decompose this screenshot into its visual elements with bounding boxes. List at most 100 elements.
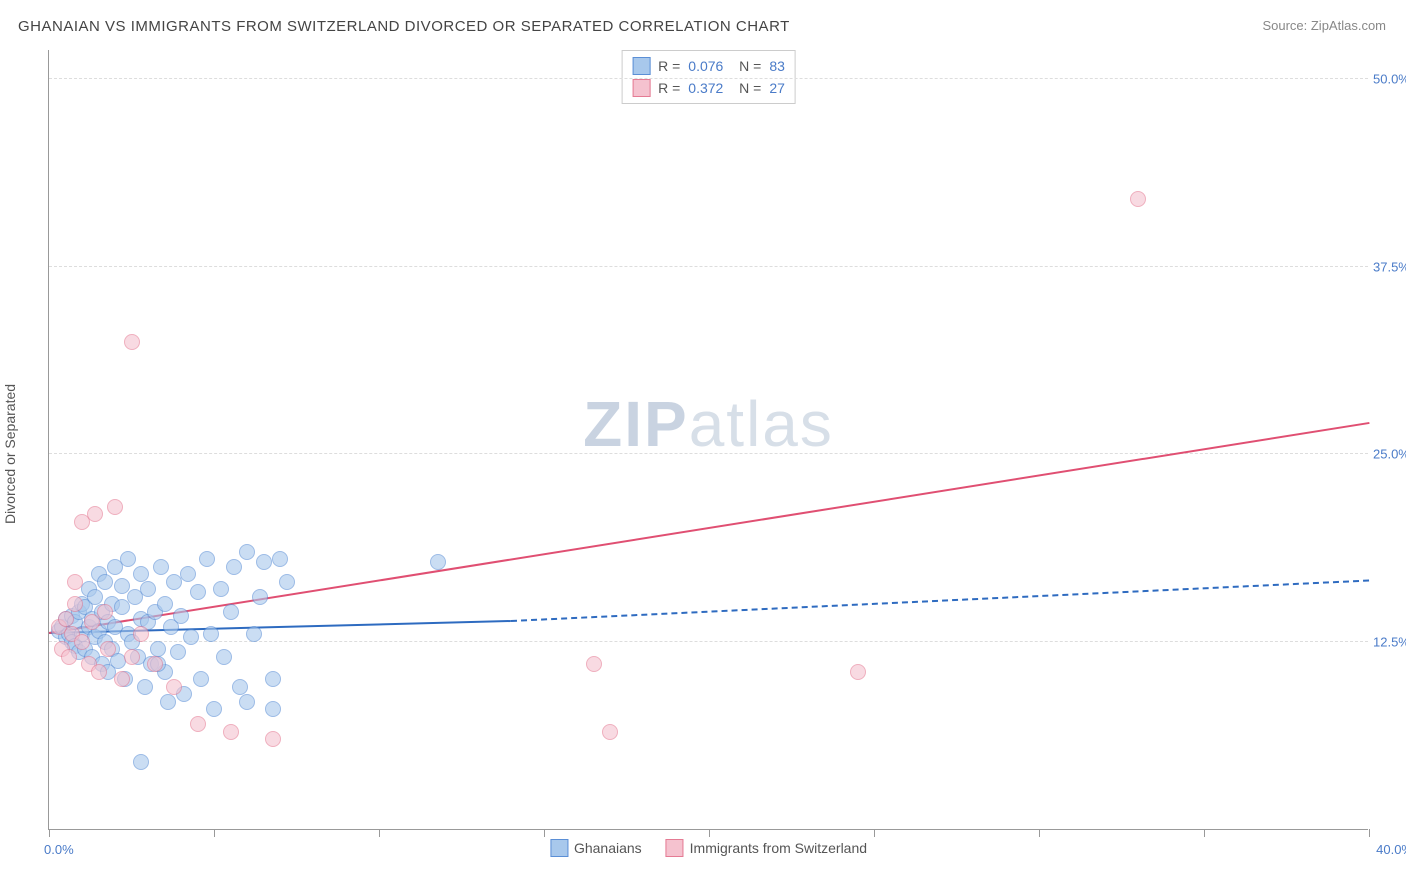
scatter-point	[166, 679, 182, 695]
scatter-point	[850, 664, 866, 680]
scatter-point	[265, 701, 281, 717]
x-axis-tick	[1204, 829, 1205, 837]
x-axis-tick	[544, 829, 545, 837]
legend-n-label: N =	[731, 58, 761, 74]
legend-swatch	[632, 57, 650, 75]
scatter-point	[124, 334, 140, 350]
y-axis-tick-label: 12.5%	[1373, 634, 1406, 649]
legend-series: Ghanaians Immigrants from Switzerland	[550, 839, 867, 857]
scatter-point	[199, 551, 215, 567]
scatter-point	[206, 701, 222, 717]
scatter-point	[84, 614, 100, 630]
scatter-point	[430, 554, 446, 570]
scatter-point	[223, 604, 239, 620]
scatter-point	[97, 574, 113, 590]
x-axis-tick	[874, 829, 875, 837]
scatter-point	[74, 634, 90, 650]
scatter-point	[180, 566, 196, 582]
scatter-point	[265, 731, 281, 747]
x-axis-tick	[379, 829, 380, 837]
x-axis-tick	[49, 829, 50, 837]
scatter-point	[226, 559, 242, 575]
scatter-point	[67, 596, 83, 612]
legend-swatch	[550, 839, 568, 857]
y-axis-tick-label: 25.0%	[1373, 447, 1406, 462]
chart-container: GHANAIAN VS IMMIGRANTS FROM SWITZERLAND …	[0, 0, 1406, 892]
watermark-rest: atlas	[689, 388, 834, 460]
scatter-point	[213, 581, 229, 597]
scatter-point	[133, 754, 149, 770]
scatter-point	[91, 664, 107, 680]
scatter-point	[203, 626, 219, 642]
legend-series-item: Ghanaians	[550, 839, 642, 857]
scatter-point	[133, 566, 149, 582]
scatter-point	[239, 694, 255, 710]
y-axis-label: Divorced or Separated	[2, 384, 18, 524]
legend-r-value: 0.076	[688, 58, 723, 74]
scatter-point	[246, 626, 262, 642]
scatter-point	[137, 679, 153, 695]
legend-n-value: 27	[769, 80, 785, 96]
scatter-point	[107, 499, 123, 515]
scatter-point	[173, 608, 189, 624]
scatter-point	[239, 544, 255, 560]
legend-n-label: N =	[731, 80, 761, 96]
chart-title: GHANAIAN VS IMMIGRANTS FROM SWITZERLAND …	[18, 18, 790, 35]
scatter-point	[279, 574, 295, 590]
scatter-point	[140, 581, 156, 597]
scatter-point	[586, 656, 602, 672]
scatter-point	[216, 649, 232, 665]
scatter-point	[114, 671, 130, 687]
scatter-point	[190, 716, 206, 732]
scatter-point	[150, 641, 166, 657]
legend-r-label: R =	[658, 58, 680, 74]
scatter-point	[256, 554, 272, 570]
legend-stats-row: R = 0.372 N = 27	[632, 77, 785, 99]
legend-swatch	[666, 839, 684, 857]
x-axis-min-label: 0.0%	[44, 842, 74, 857]
scatter-point	[133, 626, 149, 642]
legend-series-label: Ghanaians	[574, 840, 642, 856]
scatter-point	[100, 641, 116, 657]
scatter-point	[252, 589, 268, 605]
legend-n-value: 83	[769, 58, 785, 74]
scatter-point	[153, 559, 169, 575]
legend-series-item: Immigrants from Switzerland	[666, 839, 867, 857]
scatter-point	[183, 629, 199, 645]
scatter-point	[160, 694, 176, 710]
scatter-point	[223, 724, 239, 740]
scatter-point	[124, 649, 140, 665]
scatter-point	[87, 589, 103, 605]
scatter-point	[87, 506, 103, 522]
scatter-point	[58, 611, 74, 627]
scatter-point	[147, 656, 163, 672]
x-axis-tick	[1369, 829, 1370, 837]
scatter-point	[114, 599, 130, 615]
legend-series-label: Immigrants from Switzerland	[690, 840, 867, 856]
gridline-horizontal	[49, 641, 1368, 642]
x-axis-tick	[709, 829, 710, 837]
trend-line-extrapolated	[511, 580, 1369, 622]
x-axis-tick	[214, 829, 215, 837]
legend-r-label: R =	[658, 80, 680, 96]
plot-area: ZIPatlas R = 0.076 N = 83R = 0.372 N = 2…	[48, 50, 1368, 830]
x-axis-max-label: 40.0%	[1376, 842, 1406, 857]
y-axis-tick-label: 50.0%	[1373, 72, 1406, 87]
scatter-point	[232, 679, 248, 695]
source-attribution: Source: ZipAtlas.com	[1262, 18, 1386, 33]
scatter-point	[1130, 191, 1146, 207]
gridline-horizontal	[49, 266, 1368, 267]
scatter-point	[190, 584, 206, 600]
y-axis-tick-label: 37.5%	[1373, 259, 1406, 274]
scatter-point	[170, 644, 186, 660]
scatter-point	[97, 604, 113, 620]
legend-r-value: 0.372	[688, 80, 723, 96]
scatter-point	[193, 671, 209, 687]
watermark-bold: ZIP	[583, 388, 689, 460]
scatter-point	[120, 551, 136, 567]
legend-stats-row: R = 0.076 N = 83	[632, 55, 785, 77]
gridline-horizontal	[49, 78, 1368, 79]
scatter-point	[602, 724, 618, 740]
legend-stats: R = 0.076 N = 83R = 0.372 N = 27	[621, 50, 796, 104]
scatter-point	[265, 671, 281, 687]
